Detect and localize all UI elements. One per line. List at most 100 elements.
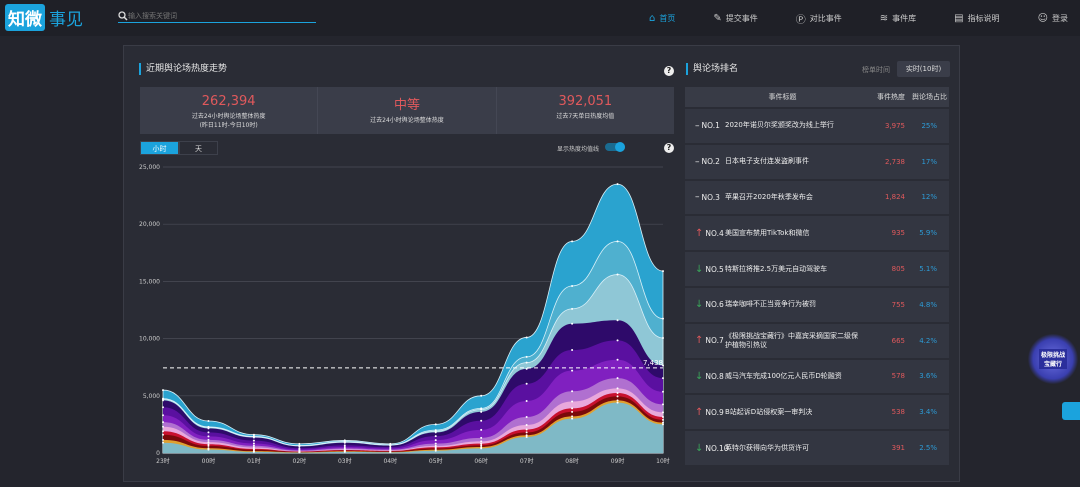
data-point[interactable] <box>343 439 346 442</box>
data-point[interactable] <box>525 399 528 402</box>
data-point[interactable] <box>434 423 437 426</box>
data-point[interactable] <box>662 403 664 406</box>
data-point[interactable] <box>571 307 574 310</box>
data-point[interactable] <box>571 415 574 418</box>
nav-item[interactable]: Ⓟ 对比事件 <box>796 11 842 26</box>
data-point[interactable] <box>162 441 164 444</box>
promo-badge[interactable]: 极限挑战 宝藏行 <box>1028 333 1078 385</box>
data-point[interactable] <box>616 358 619 361</box>
data-point[interactable] <box>389 446 392 449</box>
chart-help-icon[interactable]: ? <box>664 143 674 153</box>
data-point[interactable] <box>616 387 619 390</box>
data-point[interactable] <box>525 336 528 339</box>
table-row[interactable]: ↓ NO.8 威马汽车完成100亿元人民币D轮融资 578 3.6% <box>685 357 949 394</box>
data-point[interactable] <box>616 399 619 402</box>
data-point[interactable] <box>480 407 483 410</box>
data-point[interactable] <box>480 444 483 447</box>
data-point[interactable] <box>252 446 255 449</box>
data-point[interactable] <box>207 435 210 438</box>
event-title[interactable]: 美国宣布禁用TikTok和微信 <box>725 228 810 237</box>
data-point[interactable] <box>662 390 664 393</box>
event-title[interactable]: 日本电子支付连发盗刷事件 <box>725 157 809 166</box>
logo[interactable]: 知微 事见 <box>5 4 83 31</box>
nav-item[interactable]: ≋ 事件库 <box>880 11 916 26</box>
data-point[interactable] <box>525 428 528 431</box>
nav-item[interactable]: ▤ 指标说明 <box>954 11 999 26</box>
data-point[interactable] <box>571 322 574 325</box>
data-point[interactable] <box>434 429 437 432</box>
search-icon[interactable] <box>118 11 128 21</box>
table-row[interactable]: – NO.1 2020年诺贝尔奖颁奖改为线上举行 3,975 25% <box>685 107 949 143</box>
data-point[interactable] <box>480 442 483 445</box>
data-point[interactable] <box>480 394 483 397</box>
event-title[interactable]: 特斯拉将推2.5万美元自动驾驶车 <box>725 264 828 273</box>
data-point[interactable] <box>571 410 574 413</box>
data-point[interactable] <box>207 438 210 441</box>
data-point[interactable] <box>252 444 255 447</box>
data-point[interactable] <box>343 447 346 450</box>
data-point[interactable] <box>207 425 210 428</box>
data-point[interactable] <box>662 421 664 424</box>
data-point[interactable] <box>162 438 164 441</box>
nav-item[interactable]: ☺ 登录 <box>1038 11 1068 26</box>
event-title[interactable]: 威马汽车完成100亿元人民币D轮融资 <box>725 371 842 380</box>
data-point[interactable] <box>207 448 210 451</box>
data-point[interactable] <box>662 270 664 273</box>
help-icon[interactable]: ? <box>664 66 674 76</box>
data-point[interactable] <box>616 319 619 322</box>
data-point[interactable] <box>616 391 619 394</box>
data-point[interactable] <box>662 337 664 340</box>
data-point[interactable] <box>434 444 437 447</box>
data-point[interactable] <box>571 417 574 420</box>
event-title[interactable]: 《极限挑战宝藏行》中嘉宾采摘国家二级保护植物引热议 <box>725 331 858 349</box>
event-title[interactable]: 苹果召开2020年秋季发布会 <box>725 192 813 201</box>
data-point[interactable] <box>162 421 164 424</box>
data-point[interactable] <box>389 447 392 450</box>
data-point[interactable] <box>252 450 255 453</box>
data-point[interactable] <box>662 411 664 414</box>
data-point[interactable] <box>207 431 210 434</box>
data-point[interactable] <box>480 447 483 450</box>
data-point[interactable] <box>162 433 164 436</box>
table-row[interactable]: ↑ NO.9 B站起诉D站侵权案一审判决 538 3.4% <box>685 393 949 429</box>
data-point[interactable] <box>252 439 255 442</box>
average-line-toggle[interactable] <box>605 142 625 152</box>
data-point[interactable] <box>162 414 164 417</box>
data-point[interactable] <box>662 423 664 426</box>
data-point[interactable] <box>298 447 301 450</box>
data-point[interactable] <box>298 442 301 445</box>
data-point[interactable] <box>662 317 664 320</box>
table-row[interactable]: – NO.3 苹果召开2020年秋季发布会 1,824 12% <box>685 178 949 215</box>
event-title[interactable]: 2020年诺贝尔奖颁奖改为线上举行 <box>725 121 834 130</box>
table-row[interactable]: ↑ NO.4 美国宣布禁用TikTok和微信 935 5.9% <box>685 214 949 250</box>
data-point[interactable] <box>162 430 164 433</box>
data-point[interactable] <box>525 355 528 358</box>
data-point[interactable] <box>616 273 619 276</box>
data-point[interactable] <box>434 448 437 451</box>
data-point[interactable] <box>525 423 528 426</box>
search-input[interactable] <box>128 12 308 20</box>
table-row[interactable]: ↓ NO.5 特斯拉将推2.5万美元自动驾驶车 805 5.1% <box>685 250 949 286</box>
customer-service-icon[interactable] <box>1062 402 1080 420</box>
tab-hour[interactable]: 小时 <box>140 141 179 155</box>
data-point[interactable] <box>162 425 164 428</box>
data-point[interactable] <box>207 419 210 422</box>
data-point[interactable] <box>389 442 392 445</box>
data-point[interactable] <box>571 390 574 393</box>
table-row[interactable]: ↓ NO.6 瑞幸咖啡不正当竞争行为被罚 755 4.8% <box>685 285 949 322</box>
nav-item[interactable]: ⌂ 首页 <box>649 11 675 26</box>
data-point[interactable] <box>525 435 528 438</box>
data-point[interactable] <box>434 446 437 449</box>
data-point[interactable] <box>571 349 574 352</box>
data-point[interactable] <box>662 418 664 421</box>
data-point[interactable] <box>616 377 619 380</box>
data-point[interactable] <box>616 401 619 404</box>
data-point[interactable] <box>525 361 528 364</box>
data-point[interactable] <box>252 433 255 436</box>
data-point[interactable] <box>434 439 437 442</box>
data-point[interactable] <box>343 444 346 447</box>
data-point[interactable] <box>298 444 301 447</box>
data-point[interactable] <box>252 442 255 445</box>
data-point[interactable] <box>662 415 664 418</box>
data-point[interactable] <box>298 448 301 451</box>
